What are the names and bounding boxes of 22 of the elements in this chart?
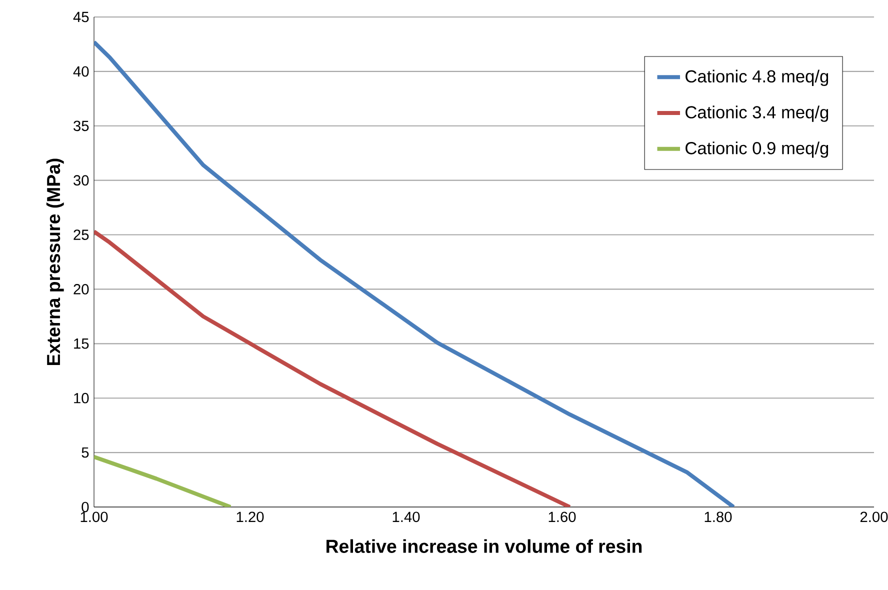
y-tick-label: 5: [82, 447, 89, 458]
legend-label: Cationic 0.9 meq/g: [686, 142, 828, 158]
y-tick-label: 20: [74, 284, 89, 294]
y-tick-label: 15: [74, 338, 89, 349]
x-tick-label: 2.00: [860, 512, 888, 522]
y-tick-label: 45: [73, 12, 89, 22]
y-tick-label: 35: [74, 120, 89, 132]
y-tick-label: 10: [74, 392, 89, 404]
y-tick-label: 40: [73, 66, 89, 77]
x-tick-label: 1.60: [548, 512, 576, 522]
legend-label: Cationic 4.8 meq/g: [686, 70, 828, 86]
x-tick-label: 1.80: [704, 512, 732, 522]
y-tick-label: 25: [74, 230, 89, 240]
y-tick-label: 30: [74, 175, 89, 186]
y-tick-label: 0: [82, 502, 89, 512]
legend-label: Cationic 3.4 meq/g: [686, 106, 828, 122]
line-series: [94, 230, 572, 507]
x-tick-label: 1.40: [392, 512, 420, 522]
y-axis-title: Externa pressure (MPa): [46, 158, 64, 366]
x-axis-title: Relative increase in volume of resin: [326, 539, 642, 553]
x-tick-label: 1.00: [80, 512, 108, 522]
x-tick-label: 1.20: [236, 512, 264, 522]
